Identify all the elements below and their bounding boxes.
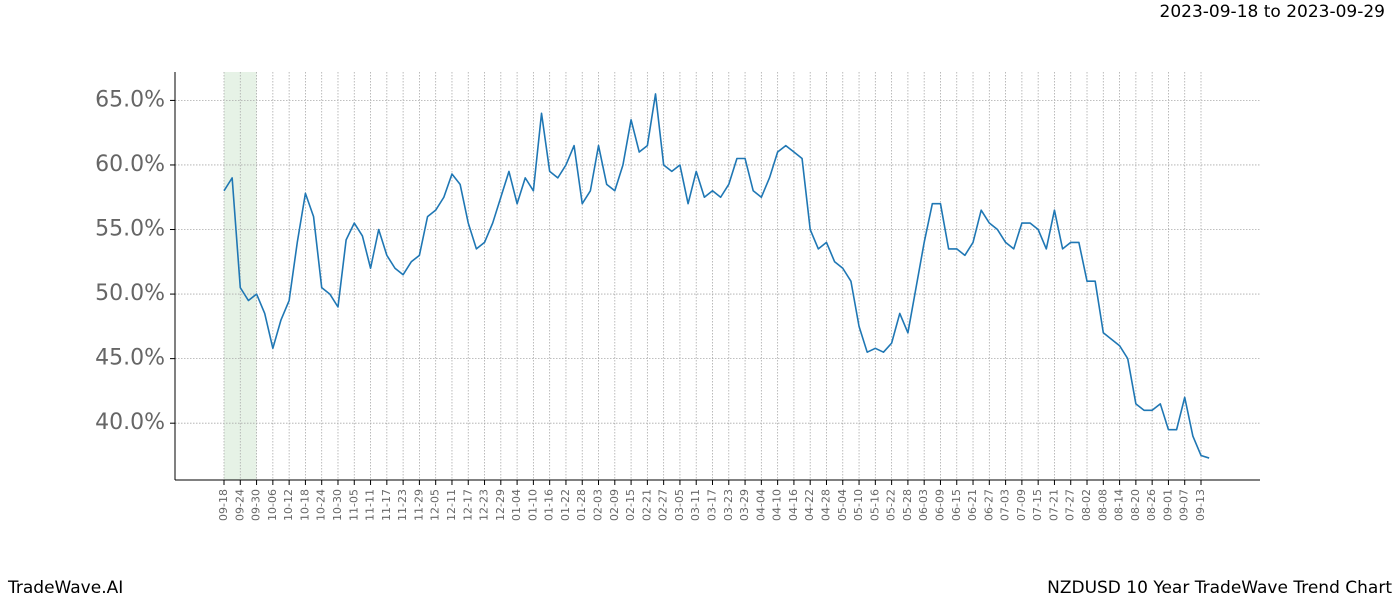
x-tick-label: 12-29 bbox=[494, 489, 507, 521]
x-tick-label: 01-28 bbox=[575, 489, 588, 521]
x-tick-label: 06-03 bbox=[917, 489, 930, 521]
x-tick-label: 10-24 bbox=[315, 489, 328, 521]
y-tick-label: 60.0% bbox=[95, 152, 165, 177]
x-tick-label: 05-16 bbox=[868, 489, 881, 521]
x-tick-label: 04-16 bbox=[787, 489, 800, 521]
x-tick-label: 03-29 bbox=[738, 489, 751, 521]
x-tick-label: 06-15 bbox=[950, 489, 963, 521]
x-tick-label: 06-21 bbox=[966, 489, 979, 521]
x-tick-label: 03-17 bbox=[706, 489, 719, 521]
x-tick-label: 12-23 bbox=[478, 489, 491, 521]
x-tick-label: 11-17 bbox=[380, 489, 393, 521]
x-tick-label: 11-05 bbox=[347, 489, 360, 521]
chart-title: NZDUSD 10 Year TradeWave Trend Chart bbox=[1047, 578, 1392, 598]
x-tick-label: 09-30 bbox=[250, 489, 263, 521]
x-tick-label: 02-21 bbox=[640, 489, 653, 521]
x-tick-label: 10-18 bbox=[298, 489, 311, 521]
y-tick-label: 65.0% bbox=[95, 87, 165, 112]
x-tick-label: 07-09 bbox=[1015, 489, 1028, 521]
y-tick-label: 55.0% bbox=[95, 217, 165, 242]
trend-line bbox=[223, 93, 1210, 459]
x-tick-label: 01-16 bbox=[543, 489, 556, 521]
x-tick-label: 02-15 bbox=[624, 489, 637, 521]
date-range: 2023-09-18 to 2023-09-29 bbox=[1160, 2, 1385, 22]
x-tick-label: 08-08 bbox=[1096, 489, 1109, 521]
x-tick-label: 05-10 bbox=[852, 489, 865, 521]
x-tick-label: 05-28 bbox=[901, 489, 914, 521]
x-tick-label: 08-14 bbox=[1113, 489, 1126, 521]
x-tick-label: 09-01 bbox=[1161, 489, 1174, 521]
x-tick-label: 09-13 bbox=[1194, 489, 1207, 521]
x-tick-label: 11-29 bbox=[412, 489, 425, 521]
x-tick-label: 10-30 bbox=[331, 489, 344, 521]
brand: TradeWave.AI bbox=[7, 578, 123, 598]
x-tick-label: 09-24 bbox=[233, 489, 246, 521]
x-tick-label: 11-23 bbox=[396, 489, 409, 521]
x-tick-label: 08-02 bbox=[1080, 489, 1093, 521]
x-tick-label: 02-03 bbox=[592, 489, 605, 521]
x-tick-label: 04-28 bbox=[819, 489, 832, 521]
y-tick-label: 50.0% bbox=[95, 281, 165, 306]
x-tick-label: 04-10 bbox=[771, 489, 784, 521]
x-tick-label: 08-20 bbox=[1129, 489, 1142, 521]
x-tick-label: 09-18 bbox=[217, 489, 230, 521]
x-tick-label: 07-03 bbox=[999, 489, 1012, 521]
x-tick-label: 12-11 bbox=[445, 489, 458, 521]
x-tick-label: 04-04 bbox=[754, 489, 767, 521]
x-tick-label: 06-09 bbox=[933, 489, 946, 521]
x-tick-label: 05-22 bbox=[885, 489, 898, 521]
x-tick-label: 09-07 bbox=[1178, 489, 1191, 521]
x-tick-label: 03-11 bbox=[689, 489, 702, 521]
x-tick-label: 07-15 bbox=[1031, 489, 1044, 521]
x-tick-label: 12-05 bbox=[429, 489, 442, 521]
x-tick-label: 03-05 bbox=[673, 489, 686, 521]
y-tick-label: 40.0% bbox=[95, 410, 165, 435]
x-tick-label: 12-17 bbox=[461, 489, 474, 521]
x-tick-label: 01-22 bbox=[559, 489, 572, 521]
x-tick-label: 04-22 bbox=[803, 489, 816, 521]
x-tick-label: 02-27 bbox=[657, 489, 670, 521]
x-tick-label: 06-27 bbox=[982, 489, 995, 521]
x-tick-label: 01-04 bbox=[510, 489, 523, 521]
x-tick-label: 05-04 bbox=[836, 489, 849, 521]
x-tick-label: 01-10 bbox=[526, 489, 539, 521]
x-tick-label: 07-21 bbox=[1047, 489, 1060, 521]
x-tick-label: 11-11 bbox=[364, 489, 377, 521]
y-tick-label: 45.0% bbox=[95, 346, 165, 371]
x-tick-label: 02-09 bbox=[608, 489, 621, 521]
x-tick-label: 07-27 bbox=[1064, 489, 1077, 521]
x-tick-label: 08-26 bbox=[1145, 489, 1158, 521]
x-tick-label: 10-12 bbox=[282, 489, 295, 521]
x-tick-label: 10-06 bbox=[266, 489, 279, 521]
x-tick-label: 03-23 bbox=[722, 489, 735, 521]
